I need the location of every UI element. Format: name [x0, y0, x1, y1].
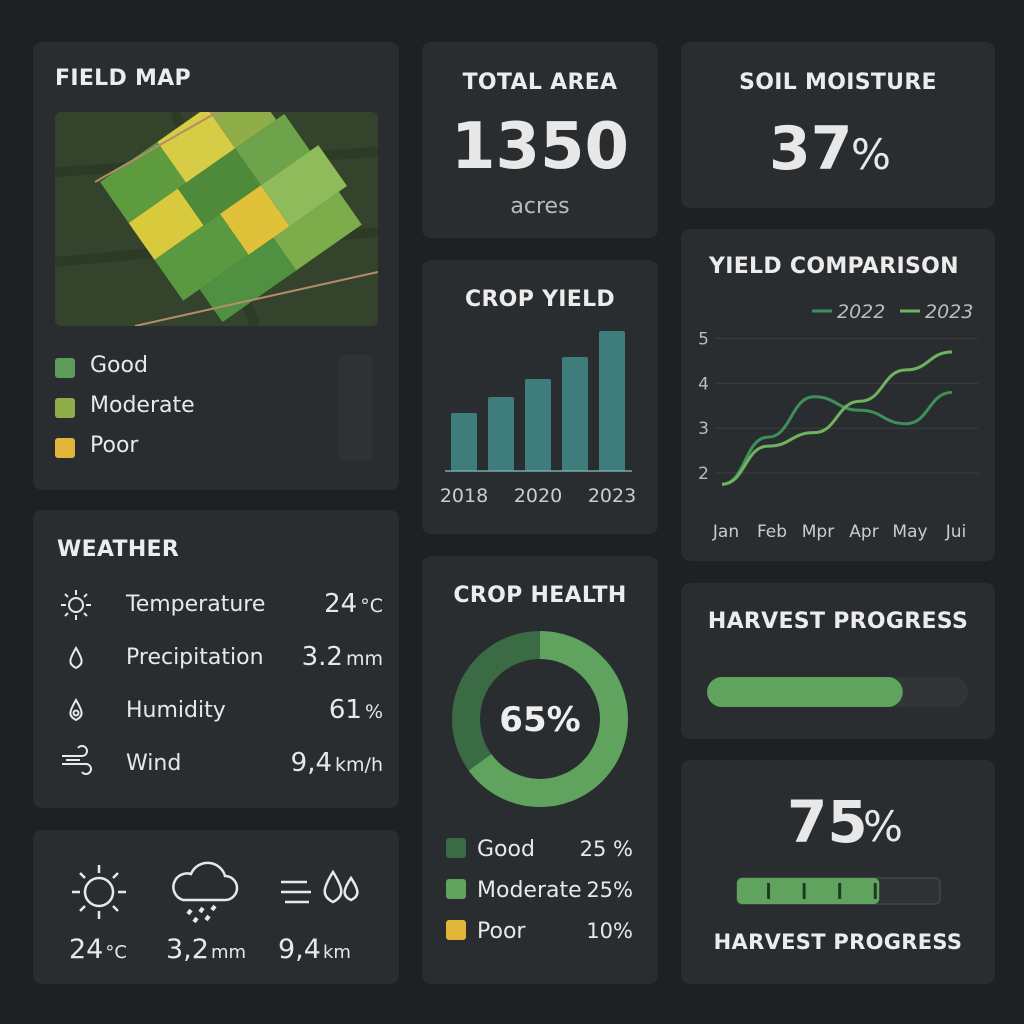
weather-summary-card: 24 °C 3,2 mm 9,4 km [33, 830, 399, 984]
crop-yield-card: CROP YIELD [422, 260, 658, 534]
weather-label: Wind [126, 751, 182, 776]
weather-icons [61, 590, 92, 775]
weather-unit: % [364, 701, 383, 723]
field-image [55, 112, 378, 326]
card-title: HARVEST PROGRESS [713, 930, 963, 954]
harvest-value: 75 [787, 788, 868, 856]
yield-comparison-card: YIELD COMPARISON [681, 229, 995, 561]
weather-value: 24 [324, 589, 358, 619]
scrollbar [338, 355, 372, 460]
summary-value: 9,4 [278, 934, 321, 965]
legend-swatch [55, 358, 75, 378]
weather-unit: °C [360, 595, 383, 617]
harvest-detail-card: 75 % HARVEST PROGRESS [681, 760, 995, 984]
total-area-card: TOTAL AREA 1350 acres [422, 42, 658, 238]
card-title: TOTAL AREA [462, 70, 618, 95]
legend-swatch [55, 438, 75, 458]
soil-moisture-card: SOIL MOISTURE 37 % [681, 42, 995, 208]
summary-reading: 24 °C [69, 934, 127, 965]
weather-reading: 61% [329, 695, 383, 725]
crop-health-card: CROP HEALTH [422, 556, 658, 984]
card-title: SOIL MOISTURE [739, 70, 937, 95]
total-area-unit: acres [510, 194, 570, 219]
weather-card: WEATHER Temperature 24 °C Precipitation 3.2 m… [33, 510, 399, 808]
legend-label: Good [90, 353, 148, 378]
soil-moisture-unit: % [851, 130, 891, 179]
weather-value: 61 [328, 695, 362, 725]
summary-unit: mm [210, 942, 247, 963]
weather-value: 9,4 [290, 748, 333, 778]
weather-label: Temperature [126, 592, 266, 617]
weather-unit: mm [345, 648, 383, 670]
harvest-unit: % [863, 802, 903, 851]
card-title: FIELD MAP [55, 66, 191, 91]
card-title: HARVEST PROGRESS [707, 609, 969, 634]
weather-value: 3.2 [301, 642, 343, 672]
legend-label: Moderate [90, 393, 195, 418]
summary-value: 3,2 [166, 934, 209, 965]
summary-reading: 3,2 mm [166, 934, 246, 965]
summary-value: 24 [69, 934, 104, 965]
card-title: CROP HEALTH [453, 583, 627, 608]
field-map-card: FIELD MAP Good Moderate Poor [33, 42, 399, 490]
card-title: CROP YIELD [465, 287, 615, 312]
summary-unit: °C [105, 942, 127, 963]
harvest-card: HARVEST PROGRESS [681, 583, 995, 739]
legend-swatch [55, 398, 75, 418]
total-area-value: 1350 [450, 110, 630, 184]
weather-label: Humidity [126, 698, 226, 723]
legend-label: Poor [90, 433, 139, 458]
soil-moisture-value: 37 [769, 114, 853, 184]
weather-unit: km/h [335, 754, 383, 776]
card-title: WEATHER [57, 537, 180, 562]
weather-label: Precipitation [126, 645, 264, 670]
summary-reading: 9,4 km [278, 934, 351, 965]
weather-reading: 9,4 km/h [291, 748, 383, 778]
weather-reading: 3.2 mm [302, 642, 383, 672]
summary-unit: km [322, 942, 351, 963]
weather-summary-icons [72, 861, 359, 924]
card-title: YIELD COMPARISON [709, 254, 959, 279]
weather-reading: 24 °C [324, 589, 383, 619]
